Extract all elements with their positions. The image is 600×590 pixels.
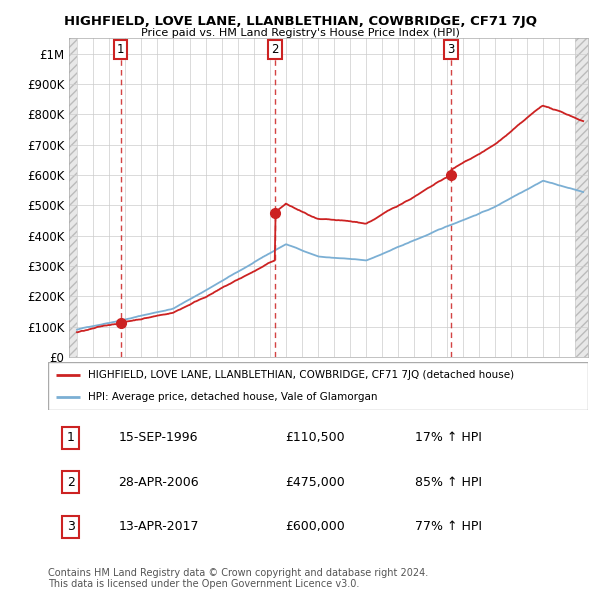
Text: 1: 1: [117, 43, 124, 56]
Text: 28-APR-2006: 28-APR-2006: [118, 476, 199, 489]
Text: £110,500: £110,500: [286, 431, 345, 444]
Text: £600,000: £600,000: [286, 520, 346, 533]
Text: 3: 3: [67, 520, 74, 533]
Text: 15-SEP-1996: 15-SEP-1996: [118, 431, 198, 444]
Text: HIGHFIELD, LOVE LANE, LLANBLETHIAN, COWBRIDGE, CF71 7JQ (detached house): HIGHFIELD, LOVE LANE, LLANBLETHIAN, COWB…: [89, 370, 515, 380]
Text: HPI: Average price, detached house, Vale of Glamorgan: HPI: Average price, detached house, Vale…: [89, 392, 378, 402]
Text: 77% ↑ HPI: 77% ↑ HPI: [415, 520, 482, 533]
Text: This data is licensed under the Open Government Licence v3.0.: This data is licensed under the Open Gov…: [48, 579, 359, 589]
Text: 2: 2: [67, 476, 74, 489]
Text: 13-APR-2017: 13-APR-2017: [118, 520, 199, 533]
Text: 1: 1: [67, 431, 74, 444]
Text: HIGHFIELD, LOVE LANE, LLANBLETHIAN, COWBRIDGE, CF71 7JQ: HIGHFIELD, LOVE LANE, LLANBLETHIAN, COWB…: [64, 15, 536, 28]
Text: 2: 2: [271, 43, 279, 56]
Text: 3: 3: [448, 43, 455, 56]
Text: 85% ↑ HPI: 85% ↑ HPI: [415, 476, 482, 489]
Text: Price paid vs. HM Land Registry's House Price Index (HPI): Price paid vs. HM Land Registry's House …: [140, 28, 460, 38]
Text: Contains HM Land Registry data © Crown copyright and database right 2024.: Contains HM Land Registry data © Crown c…: [48, 568, 428, 578]
Text: £475,000: £475,000: [286, 476, 346, 489]
FancyBboxPatch shape: [48, 362, 588, 410]
Bar: [69, 38, 77, 357]
Text: 17% ↑ HPI: 17% ↑ HPI: [415, 431, 482, 444]
Bar: [575, 38, 588, 357]
